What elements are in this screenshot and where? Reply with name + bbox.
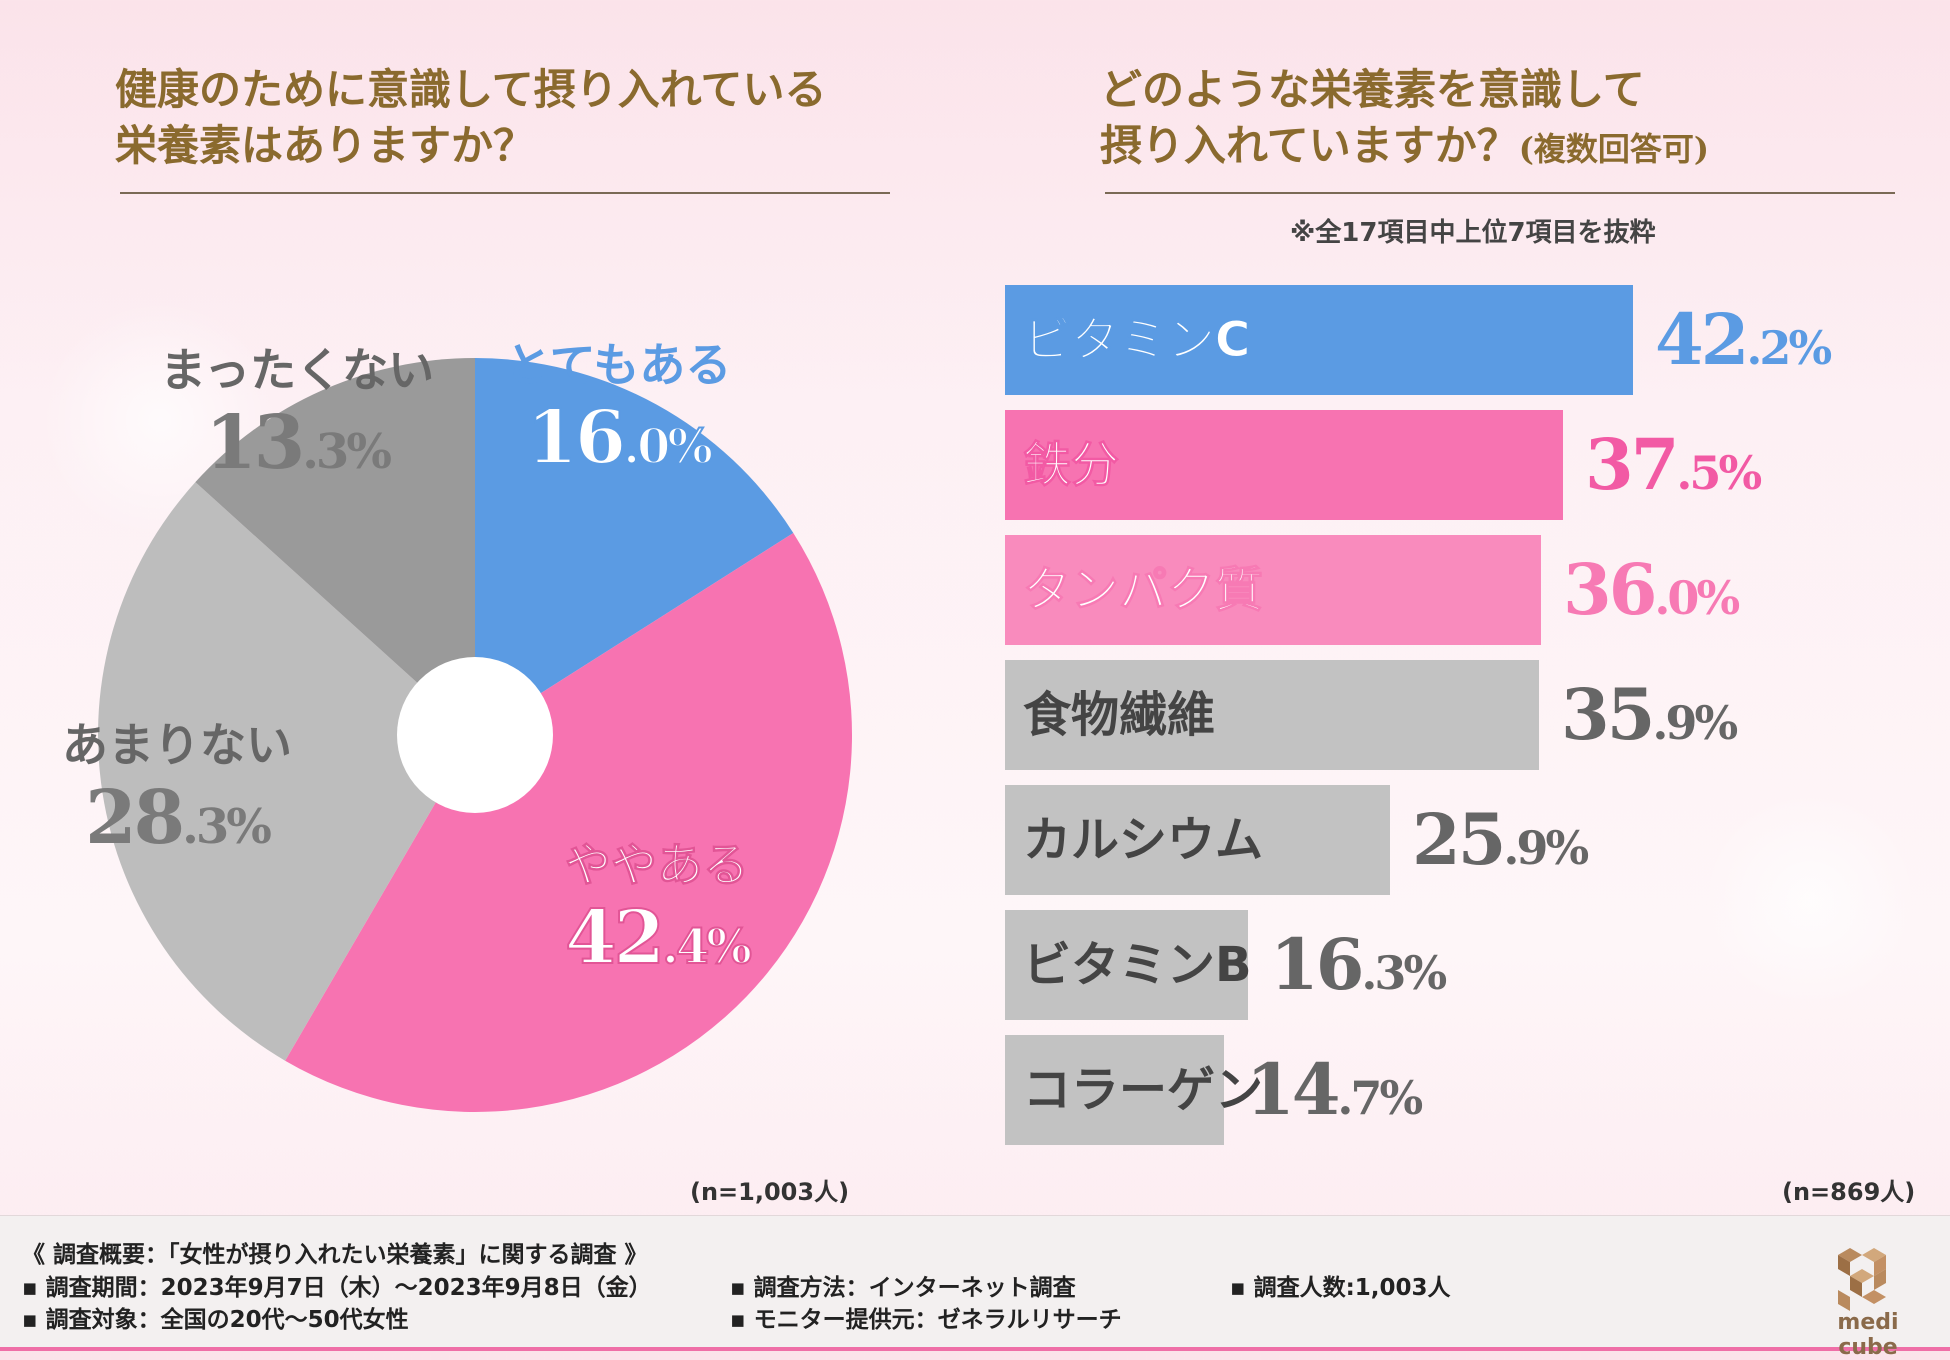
left-title-rule [120,192,890,194]
right-title-suffix: (複数回答可) [1518,130,1710,168]
left-title-line2: 栄養素はありますか？ [115,121,536,170]
pie-label-totemo-dec: .0% [622,418,714,476]
bar-value-calcium-int: 25 [1412,798,1506,881]
bar-label-collagen: コラーゲン [1023,1062,1264,1118]
pie-slice-mattaku [195,358,476,735]
bar-protein [1005,535,1541,645]
bar-collagen [1005,1035,1224,1145]
right-chart-note: ※全17項目中上位7項目を抜粋 [1290,218,1656,248]
bar-value-protein: 36.0% [1563,535,1740,645]
bar-value-calcium-dec: .9% [1503,821,1589,875]
right-title-line2: 摂り入れていますか？ [1100,121,1519,170]
right-chart-title: どのような栄養素を意識して 摂り入れていますか？(複数回答可) [1100,62,1709,177]
pie-label-amari: あまりない 28.3% [62,715,292,870]
bar-label-iron: 鉄分 [1022,437,1120,494]
bar-label-vitamin-c: ビタミンC [1022,312,1251,369]
pie-label-totemo: とてもある 16.0% [505,335,731,490]
pie-label-amari-dec: .3% [182,799,272,855]
bar-label-calcium: カルシウム [1023,812,1264,868]
medi-cube-logo-icon [1838,1248,1886,1311]
pie-label-yaya-int: 42 [564,894,666,982]
bar-calcium [1005,785,1390,895]
bar-value-calcium: 25.9% [1412,785,1589,895]
pie-label-totemo-value: 16.0% [505,394,731,490]
pie-label-mattaku-text: まったくない [160,343,435,397]
bar-value-vitamin-c-int: 42 [1655,298,1749,381]
footer-count: ▪ 調査人数:1,003人 [1230,1275,1451,1301]
pie-center-hole [397,657,553,813]
pie-slice-amari [97,482,476,1061]
bar-value-vitamin-b: 16.3% [1270,910,1447,1020]
pie-label-mattaku-dec: .3% [302,424,392,480]
bar-value-fiber: 35.9% [1561,660,1738,770]
footer-accent-line [0,1347,1950,1351]
right-title-line1: どのような栄養素を意識して [1100,65,1645,114]
left-chart-title: 健康のために意識して摂り入れている 栄養素はありますか？ [115,62,826,174]
bar-value-iron-int: 37 [1585,423,1679,506]
bar-value-vitamin-b-dec: .3% [1361,946,1447,1000]
bar-vitamin-c [1005,285,1633,395]
pie-label-amari-value: 28.3% [62,775,292,870]
left-title-line1: 健康のために意識して摂り入れている [115,65,827,114]
bar-fiber [1005,660,1539,770]
right-n-count: (n=869人) [1782,1178,1916,1206]
pie-label-mattaku-value: 13.3% [160,400,434,495]
pie-label-mattaku-int: 13 [205,400,305,486]
bar-value-iron-dec: .5% [1676,446,1762,500]
pie-label-yaya-dec: .4% [661,918,753,976]
bar-label-fiber: 食物繊維 [1023,687,1216,743]
footer-target: ▪ 調査対象：全国の20代～50代女性 [22,1307,409,1333]
footer-summary: 《 調査概要：「女性が摂り入れたい栄養素」に関する調査 》 [22,1242,648,1268]
bar-value-vitamin-c: 42.2% [1655,285,1832,395]
bar-value-vitamin-c-dec: .2% [1746,321,1832,375]
bar-value-collagen: 14.7% [1246,1035,1423,1145]
pie-slice-yaya [285,532,853,1112]
pie-label-totemo-text: とてもある [505,338,732,392]
pie-slice-totemo [475,358,794,735]
bar-vitamin-b [1005,910,1248,1020]
footer-method: ▪ 調査方法：インターネット調査 [730,1275,1076,1301]
bar-label-vitamin-b: ビタミンB [1023,937,1252,993]
survey-footer [0,1215,1950,1351]
bar-value-fiber-int: 35 [1561,673,1655,756]
bar-iron [1005,410,1563,520]
pie-label-yaya-value: 42.4% [564,894,753,990]
brand-name: medi cube [1837,1310,1899,1360]
bar-value-fiber-dec: .9% [1652,696,1738,750]
footer-period: ▪ 調査期間：2023年9月7日（木）～2023年9月8日（金） [22,1275,652,1301]
bar-value-protein-dec: .0% [1654,571,1740,625]
pie-label-yaya-text: ややある [565,838,750,893]
right-title-rule [1105,192,1895,194]
pie-label-amari-text: あまりない [62,718,292,772]
bar-value-protein-int: 36 [1563,548,1657,631]
bar-label-protein: タンパク質 [1022,562,1264,619]
bar-value-iron: 37.5% [1585,410,1762,520]
pie-label-mattaku: まったくない 13.3% [160,340,434,495]
pie-label-amari-int: 28 [85,775,185,861]
footer-provider: ▪ モニター提供元：ゼネラルリサーチ [730,1307,1122,1333]
left-n-count: (n=1,003人) [690,1178,850,1206]
bar-value-vitamin-b-int: 16 [1270,923,1364,1006]
bar-value-collagen-int: 14 [1246,1048,1340,1131]
pie-label-totemo-int: 16 [525,394,627,482]
pie-label-yaya: ややある 42.4% [564,835,753,990]
bar-value-collagen-dec: .7% [1337,1071,1423,1125]
